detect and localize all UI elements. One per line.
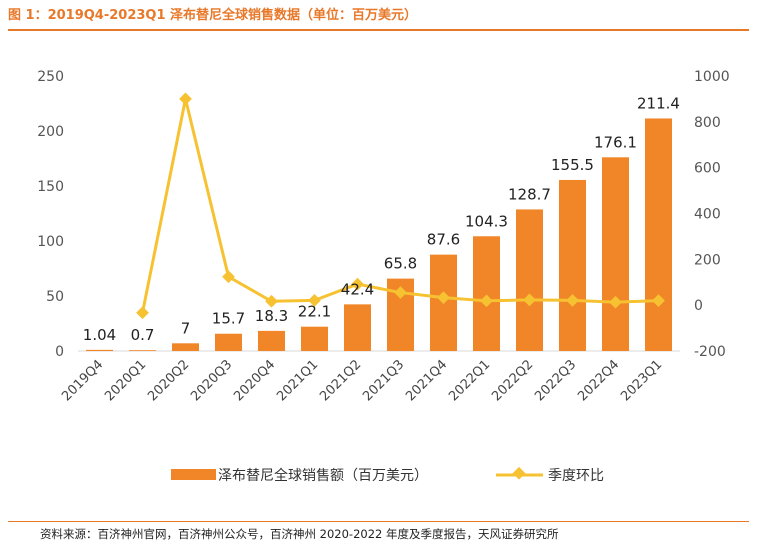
bar: [516, 209, 543, 351]
bar-data-label: 22.1: [298, 303, 331, 321]
y-right-tick-label: 1000: [694, 69, 730, 85]
x-axis-ticks: 2019Q42020Q12020Q22020Q32020Q42021Q12021…: [59, 357, 665, 404]
bar: [129, 350, 156, 351]
bar-series: [86, 118, 672, 352]
qoq-marker: [265, 294, 278, 308]
qoq-marker: [351, 277, 364, 291]
x-tick-label: 2021Q1: [274, 357, 321, 404]
y-left-tick-label: 0: [55, 344, 64, 360]
x-tick-label: 2020Q1: [102, 357, 149, 404]
bar: [645, 118, 672, 352]
bar-data-label: 87.6: [427, 231, 460, 249]
y-right-tick-label: -200: [694, 344, 726, 360]
y-left-tick-label: 250: [37, 69, 64, 85]
x-tick-label: 2020Q2: [145, 357, 192, 404]
bar: [86, 349, 113, 351]
title-divider: [8, 29, 749, 31]
bar-data-labels: 1.04 0.7 7 15.7 18.3 22.1 42.4 65.8 87.6 104.3128…: [83, 94, 680, 344]
y-right-tick-label: 600: [694, 161, 721, 177]
bar-data-label: 176.1: [594, 133, 637, 151]
bar-data-label: 128.7: [508, 185, 551, 203]
legend: 泽布替尼全球销售额（百万美元） 季度环比: [171, 466, 604, 484]
x-tick-label: 2022Q1: [446, 357, 493, 404]
qoq-marker: [222, 270, 235, 284]
y-left-tick-label: 200: [37, 124, 64, 140]
x-tick-label: 2022Q3: [532, 357, 579, 404]
bar: [602, 157, 629, 351]
y-left-tick-label: 50: [46, 289, 64, 305]
bar: [301, 326, 328, 351]
bar: [344, 304, 371, 351]
bar-data-label: 7: [181, 319, 191, 337]
footer-divider: [8, 521, 749, 522]
y-right-tick-label: 800: [694, 115, 721, 131]
bar-data-label: 155.5: [551, 156, 594, 174]
y-left-tick-label: 150: [37, 179, 64, 195]
y-right-tick-label: 400: [694, 207, 721, 223]
x-tick-label: 2020Q3: [188, 357, 235, 404]
bar-data-label: 104.3: [465, 212, 508, 230]
bar: [559, 179, 586, 351]
bar: [172, 343, 199, 351]
qoq-marker: [437, 291, 450, 304]
legend-bar-label: 泽布替尼全球销售额（百万美元）: [218, 467, 428, 484]
bar-data-label: 18.3: [255, 307, 288, 325]
bar-data-label: 1.04: [83, 326, 116, 344]
y-right-tick-label: 0: [694, 298, 703, 314]
x-tick-label: 2023Q1: [618, 357, 665, 404]
y-left-tick-label: 100: [37, 234, 64, 250]
sales-chart: 0 50 100 150 200 250 -200 0 200 400 600 800 1000 1.…: [37, 69, 730, 484]
qoq-marker: [308, 293, 321, 307]
x-tick-label: 2020Q4: [231, 357, 278, 404]
bar-data-label: 0.7: [131, 326, 155, 344]
line-series: [136, 92, 665, 320]
legend-line-label: 季度环比: [548, 468, 604, 484]
bar-data-label: 15.7: [212, 310, 245, 328]
y-right-tick-label: 200: [694, 252, 721, 268]
x-tick-label: 2022Q4: [575, 357, 622, 404]
qoq-marker: [179, 92, 192, 106]
bar: [258, 330, 285, 351]
qoq-marker: [136, 306, 149, 320]
left-y-axis: 0 50 100 150 200 250: [37, 69, 64, 360]
bar-data-label: 42.4: [341, 280, 374, 298]
right-y-axis: -200 0 200 400 600 800 1000: [694, 69, 730, 360]
bar: [215, 333, 242, 351]
legend-bar-swatch: [171, 469, 216, 480]
x-tick-label: 2021Q2: [317, 357, 364, 404]
legend-line-marker: [512, 466, 526, 480]
bar-data-label: 65.8: [384, 255, 417, 273]
x-tick-label: 2021Q3: [360, 357, 407, 404]
x-tick-label: 2022Q2: [489, 357, 536, 404]
qoq-marker: [394, 286, 407, 299]
x-tick-label: 2021Q4: [403, 357, 450, 404]
bar-data-label: 211.4: [637, 94, 680, 112]
chart-title: 图 1：2019Q4-2023Q1 泽布替尼全球销售数据（单位：百万美元）: [8, 8, 418, 23]
bar: [473, 236, 500, 351]
qoq-marker: [480, 294, 493, 308]
x-tick-label: 2019Q4: [59, 357, 106, 404]
source-note: 资料来源：百济神州官网，百济神州公众号，百济神州 2020-2022 年度及季度…: [40, 527, 559, 541]
